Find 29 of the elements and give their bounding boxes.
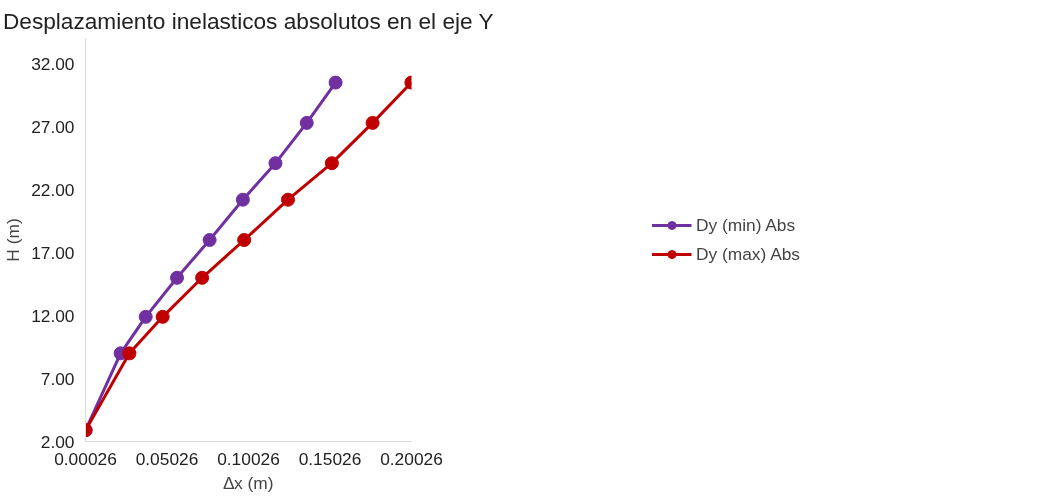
y-tick-label: 22.00 [31, 179, 75, 200]
point [268, 156, 283, 171]
y-axis-title: H (m) [3, 218, 24, 262]
point [202, 233, 217, 247]
y-tick-label: 7.00 [40, 368, 75, 389]
x-tick-label: 0.05026 [135, 448, 199, 469]
point [170, 270, 185, 285]
point [155, 309, 170, 324]
x-tick-label: 0.15026 [298, 448, 362, 469]
x-tick-label: 0.20026 [380, 448, 443, 469]
y-tick-label: 27.00 [31, 116, 75, 137]
point [324, 156, 339, 171]
chart-title: Desplazamiento inelasticos absolutos en el eje Y [2, 7, 494, 34]
point [237, 233, 252, 247]
legend-label: Dy (max) Abs [696, 243, 800, 265]
point [299, 115, 314, 130]
point [195, 270, 210, 285]
point [328, 75, 343, 90]
point [138, 309, 153, 324]
point [122, 346, 137, 361]
point [235, 192, 250, 207]
point [365, 115, 380, 130]
point [281, 192, 296, 207]
x-axis-title: ∆x (m) [223, 472, 274, 493]
y-tick-label: 12.00 [31, 305, 75, 326]
x-tick-label: 0.10026 [217, 448, 280, 469]
y-tick-label: 17.00 [31, 242, 75, 263]
legend-label: Dy (min) Abs [696, 214, 796, 236]
y-tick-label: 32.00 [31, 53, 75, 74]
